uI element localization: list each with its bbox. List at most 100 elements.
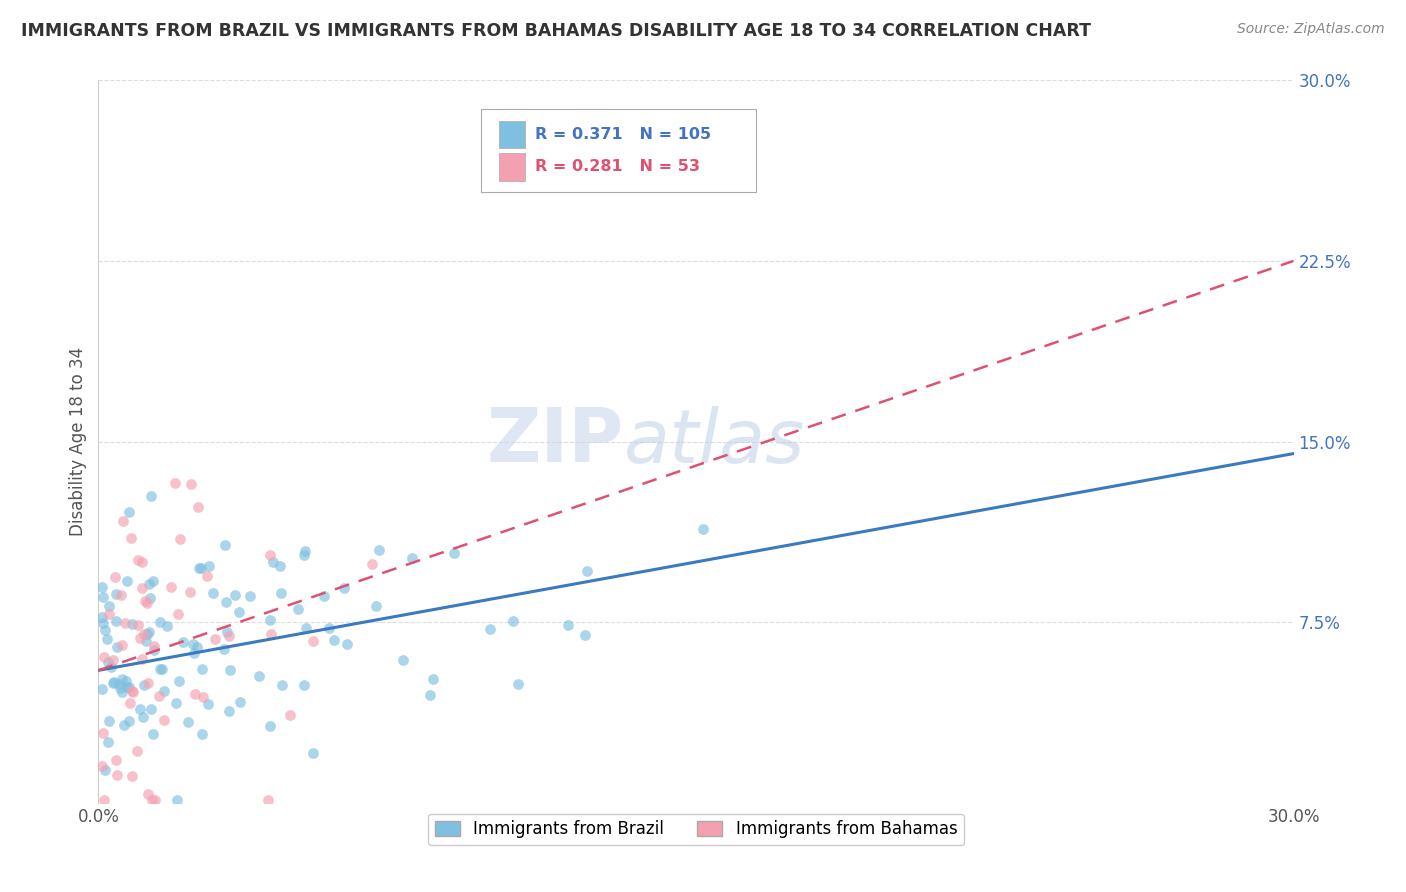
- Point: [219, 663, 242, 677]
- Point: [104, 753, 127, 767]
- Point: [367, 542, 389, 557]
- Point: [575, 564, 598, 578]
- Point: [156, 618, 179, 632]
- Point: [114, 718, 136, 732]
- Point: [131, 582, 153, 596]
- Point: [136, 675, 159, 690]
- Point: [165, 475, 187, 490]
- Point: [131, 652, 153, 666]
- Point: [121, 769, 143, 783]
- Point: [150, 662, 173, 676]
- Point: [93, 793, 115, 807]
- Text: Source: ZipAtlas.com: Source: ZipAtlas.com: [1237, 22, 1385, 37]
- Point: [127, 618, 149, 632]
- Point: [259, 548, 281, 562]
- Point: [172, 635, 194, 649]
- Point: [218, 704, 240, 718]
- Point: [333, 582, 356, 596]
- Point: [247, 669, 270, 683]
- Point: [287, 601, 309, 615]
- Point: [302, 746, 325, 760]
- Point: [118, 714, 141, 729]
- Point: [118, 696, 141, 710]
- Point: [91, 759, 114, 773]
- Point: [121, 685, 143, 699]
- Point: [557, 617, 579, 632]
- Point: [108, 677, 131, 691]
- Text: atlas: atlas: [624, 406, 806, 477]
- Point: [270, 586, 292, 600]
- Point: [98, 599, 121, 613]
- Point: [197, 558, 219, 573]
- Point: [239, 590, 262, 604]
- Point: [111, 685, 134, 699]
- Point: [419, 688, 441, 702]
- Point: [202, 586, 225, 600]
- Point: [139, 702, 162, 716]
- Point: [131, 710, 153, 724]
- Point: [478, 622, 501, 636]
- Point: [91, 609, 114, 624]
- Point: [271, 677, 294, 691]
- Point: [98, 714, 121, 728]
- Point: [121, 616, 143, 631]
- FancyBboxPatch shape: [481, 109, 756, 193]
- Point: [195, 569, 218, 583]
- Point: [136, 787, 159, 801]
- Point: [269, 558, 291, 573]
- Point: [259, 719, 281, 733]
- Point: [259, 613, 281, 627]
- Point: [105, 614, 128, 628]
- Point: [91, 726, 114, 740]
- Point: [135, 596, 157, 610]
- Point: [166, 793, 188, 807]
- Point: [120, 531, 142, 545]
- Point: [142, 574, 165, 588]
- Point: [149, 662, 172, 676]
- Point: [260, 626, 283, 640]
- Point: [125, 744, 148, 758]
- Point: [302, 633, 325, 648]
- Point: [183, 637, 205, 651]
- Point: [188, 560, 211, 574]
- Point: [336, 637, 359, 651]
- Point: [229, 695, 252, 709]
- Point: [193, 690, 215, 704]
- Point: [166, 607, 188, 621]
- Point: [190, 561, 212, 575]
- Point: [197, 697, 219, 711]
- Point: [139, 489, 162, 503]
- Point: [91, 616, 114, 631]
- Point: [127, 552, 149, 566]
- Point: [191, 662, 214, 676]
- Point: [318, 621, 340, 635]
- Point: [100, 660, 122, 674]
- Point: [97, 656, 120, 670]
- Point: [135, 627, 157, 641]
- Point: [153, 683, 176, 698]
- Point: [204, 632, 226, 647]
- Point: [257, 793, 280, 807]
- Point: [115, 574, 138, 589]
- Point: [502, 614, 524, 628]
- Point: [186, 640, 208, 654]
- Point: [228, 606, 250, 620]
- Point: [118, 680, 141, 694]
- Point: [180, 476, 202, 491]
- Point: [138, 625, 160, 640]
- Point: [159, 580, 181, 594]
- Point: [94, 623, 117, 637]
- Point: [314, 589, 336, 603]
- Point: [96, 632, 118, 646]
- Point: [422, 672, 444, 686]
- Point: [692, 522, 714, 536]
- Point: [142, 639, 165, 653]
- Point: [91, 682, 114, 697]
- Legend: Immigrants from Brazil, Immigrants from Bahamas: Immigrants from Brazil, Immigrants from …: [427, 814, 965, 845]
- Point: [401, 550, 423, 565]
- Point: [114, 615, 136, 630]
- Point: [142, 727, 165, 741]
- Point: [121, 683, 143, 698]
- Point: [215, 595, 238, 609]
- Point: [443, 546, 465, 560]
